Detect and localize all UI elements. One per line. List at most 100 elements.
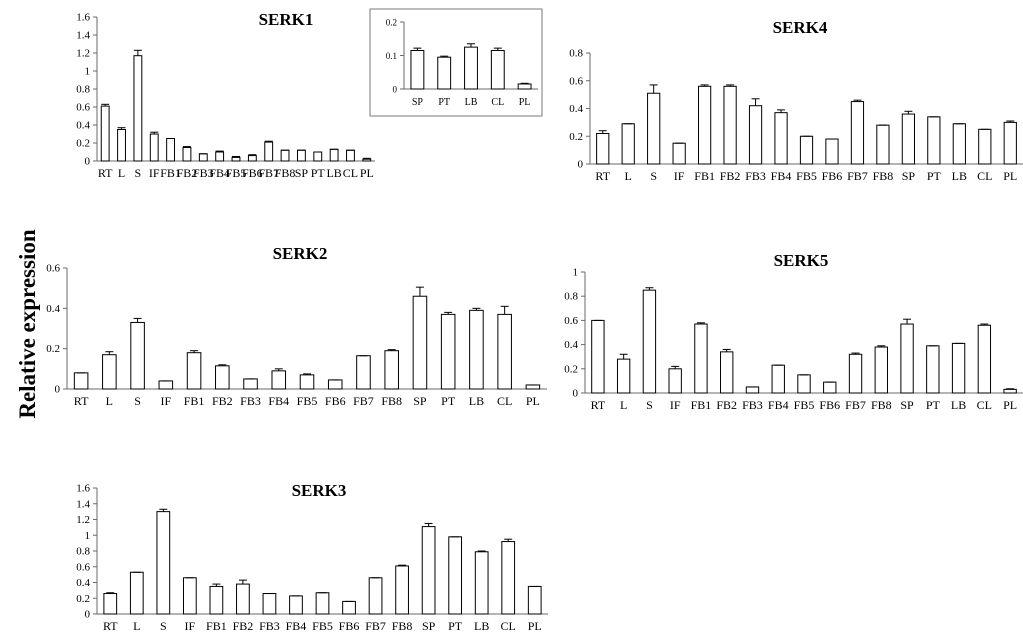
serk4-ytick-label: 0.6 xyxy=(569,75,583,87)
serk1-xtick-label: CL xyxy=(343,166,358,180)
serk3-xtick-label: FB1 xyxy=(206,619,227,633)
serk1-bar xyxy=(149,133,159,162)
serk5-xtick-label: L xyxy=(620,398,627,412)
serk1-bar xyxy=(346,149,355,162)
serk3-ytick-label: 0.8 xyxy=(76,546,90,558)
serk1-xtick-label: LB xyxy=(326,166,341,180)
serk1-xtick-label: FB6 xyxy=(242,166,263,180)
serk4-ytick-label: 0.2 xyxy=(569,131,583,143)
serk1-xtick-label: FB5 xyxy=(226,166,247,180)
serk5-bar xyxy=(926,345,940,394)
serk5-xtick-label: PT xyxy=(926,398,941,412)
serk3-ytick-label: 1.6 xyxy=(76,483,90,495)
serk3-bar xyxy=(315,592,330,615)
serk3-ytick-label: 0 xyxy=(85,609,91,621)
serk5-xtick-label: FB5 xyxy=(794,398,815,412)
serk5-xtick-label: FB7 xyxy=(845,398,866,412)
serk5-bar xyxy=(823,381,837,394)
serk1-bar xyxy=(231,156,241,162)
serk1-ytick-label: 0.6 xyxy=(76,102,90,114)
serk3-xtick-label: L xyxy=(133,619,140,633)
serk2-xtick-label: FB2 xyxy=(212,394,233,408)
serk5-chart: SERK5 0 0.2 0.4 0.6 0.8 1 RT L S IF FB1 FB2 FB3 FB4 FB5… xyxy=(564,251,1023,412)
serk5-xtick-label: S xyxy=(646,398,653,412)
serk4-bar xyxy=(672,142,686,165)
serk4-bar xyxy=(850,101,865,165)
serk2-bar xyxy=(243,378,258,390)
serk1-bar xyxy=(100,105,110,162)
serk1-bar xyxy=(280,149,290,162)
serk3-bar xyxy=(209,585,224,615)
serk3-bar xyxy=(474,551,489,615)
serk3-bar xyxy=(182,577,197,615)
serk5-bar xyxy=(771,364,785,394)
serk3-ytick-label: 1 xyxy=(85,530,91,542)
serk4-xtick-label: FB3 xyxy=(745,169,766,183)
serk3-xtick-label: LB xyxy=(474,619,489,633)
serk4-xtick-label: FB4 xyxy=(771,169,792,183)
serk3-bar xyxy=(421,526,436,615)
serk3-ytick-label: 1.2 xyxy=(76,514,90,526)
serk5-ytick-label: 0.6 xyxy=(564,315,578,327)
serk2-chart: SERK2 0 0.2 0.4 0.6 RT L S IF FB1 FB2 FB3 FB4 FB5 FB6 F… xyxy=(46,244,547,408)
serk2-bar xyxy=(412,295,428,390)
serk5-ytick-label: 0.2 xyxy=(564,363,578,375)
serk3-xtick-label: SP xyxy=(422,619,436,633)
serk1-inset: 0 0.1 0.2 SP PT LB CL PL xyxy=(369,8,543,117)
serk4-bar xyxy=(621,123,635,165)
serk2-xtick-label: L xyxy=(106,394,113,408)
serk1-bar xyxy=(215,151,225,162)
serk2-xtick-label: FB4 xyxy=(268,394,289,408)
serk4-bar xyxy=(723,85,737,165)
serk4-bar xyxy=(748,105,763,165)
serk3-ytick-label: 1.4 xyxy=(76,498,90,510)
serk2-xtick-label: CL xyxy=(497,394,512,408)
serk2-xtick-label: FB3 xyxy=(240,394,261,408)
serk4-ytick-label: 0.8 xyxy=(569,48,583,60)
serk3-bar xyxy=(129,571,144,615)
serk5-xtick-label: FB8 xyxy=(871,398,892,412)
serk5-xtick-label: FB3 xyxy=(742,398,763,412)
serk5-ytick-label: 1 xyxy=(573,267,579,279)
serk2-bar xyxy=(102,354,117,390)
serk3-xtick-label: FB4 xyxy=(286,619,307,633)
serk5-xtick-label: FB4 xyxy=(768,398,789,412)
serk3-xtick-label: RT xyxy=(103,619,118,633)
serk3-bar xyxy=(448,536,463,615)
serk3-xtick-label: PT xyxy=(448,619,463,633)
serk5-bar xyxy=(642,289,657,394)
serk3-bar xyxy=(527,585,542,615)
serk1-bar xyxy=(198,153,208,162)
serk2-xtick-label: PT xyxy=(441,394,456,408)
serk5-bar xyxy=(951,342,966,394)
serk1-bar xyxy=(117,129,126,162)
serk1-inset-bar xyxy=(464,46,478,90)
serk2-xtick-label: FB5 xyxy=(297,394,318,408)
serk1-inset-xtick-label: CL xyxy=(491,97,504,108)
serk3-ytick-label: 0.4 xyxy=(76,577,90,589)
serk5-xtick-label: FB1 xyxy=(691,398,712,412)
serk1-ytick-label: 1.4 xyxy=(76,30,90,42)
serk2-ytick-label: 0.4 xyxy=(46,303,60,315)
serk2-xtick-label: S xyxy=(134,394,141,408)
serk4-bar xyxy=(698,85,712,165)
serk2-xtick-label: FB7 xyxy=(353,394,374,408)
serk4-xtick-label: PL xyxy=(1003,169,1017,183)
serk2-ytick-label: 0.6 xyxy=(46,263,60,275)
serk2-bar xyxy=(130,321,145,390)
serk5-bar xyxy=(745,386,760,394)
serk4-xtick-label: RT xyxy=(595,169,610,183)
serk5-xtick-label: CL xyxy=(977,398,992,412)
serk1-xtick-label: FB3 xyxy=(193,166,214,180)
serk1-xtick-label: L xyxy=(118,166,125,180)
serk3-xtick-label: FB3 xyxy=(259,619,280,633)
serk1-ytick-label: 0 xyxy=(85,156,91,168)
serk3-bar xyxy=(342,600,356,615)
serk1-xtick-label: FB8 xyxy=(275,166,296,180)
serk1-xtick-label: FB1 xyxy=(160,166,181,180)
serk5-bar xyxy=(1003,388,1017,394)
serk4-bar xyxy=(876,124,890,165)
serk2-xtick-label: FB6 xyxy=(325,394,346,408)
serk5-xtick-label: SP xyxy=(900,398,914,412)
serk2-xtick-label: IF xyxy=(160,394,171,408)
